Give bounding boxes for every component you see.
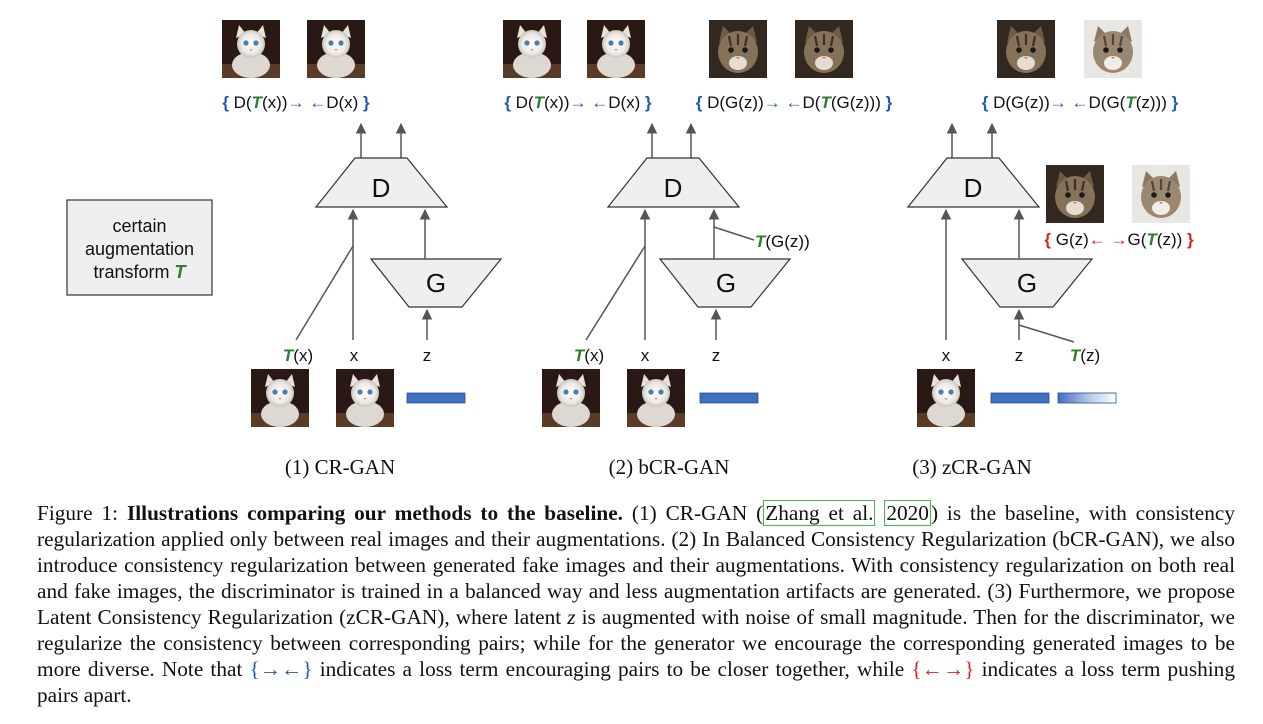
output-image-real [587, 20, 645, 78]
latent-vector-tz [1057, 392, 1117, 404]
input-label-z: z [712, 346, 721, 365]
generator-label: G [1017, 268, 1037, 298]
input-label-z: z [423, 346, 432, 365]
loss-bcr-real: { D(T(x))→ ←D(x) } [504, 93, 652, 112]
latent-symbol: z [567, 605, 576, 629]
augment-box-line1: certain [112, 216, 166, 236]
panel-zcr-gan: { D(G(z))→ ←D(G(T(z))) } D { G(z)← →G(T(… [906, 18, 1194, 479]
input-image-augmented-real [251, 369, 309, 427]
attract-symbol: {→←} [249, 657, 313, 681]
output-image-generated [995, 18, 1057, 80]
repel-symbol: {←→} [911, 657, 975, 681]
discriminator-block [606, 157, 741, 208]
loss-zcr-generator: { G(z)← →G(T(z)) } [1044, 230, 1194, 249]
side-label-tgz: T(G(z)) [755, 232, 810, 251]
citation-author-link[interactable]: Zhang et al. [763, 500, 876, 526]
input-label-tz: T(z) [1070, 346, 1100, 365]
generator-block [658, 258, 792, 308]
panel-caption-cr-gan: (1) CR-GAN [285, 455, 395, 479]
output-image-augmented-real [503, 20, 561, 78]
output-image-generated-perturbed [1082, 18, 1144, 80]
panel-caption-bcr-gan: (2) bCR-GAN [609, 455, 730, 479]
input-label-x: x [350, 346, 359, 365]
loss-bcr-fake: { D(G(z))→ ←D(T(G(z))) } [696, 93, 893, 112]
generator-label: G [426, 268, 446, 298]
latent-vector-z [699, 392, 759, 404]
input-image-real [627, 369, 685, 427]
augmentation-box: certain augmentation transform T [66, 199, 213, 296]
input-label-z: z [1015, 346, 1024, 365]
caption-text-1: (1) CR-GAN ( [631, 501, 764, 525]
discriminator-label: D [964, 173, 983, 203]
generator-block [960, 258, 1094, 308]
discriminator-block [906, 157, 1041, 208]
figure-diagram: certain augmentation transform T { D(T(x… [66, 18, 1194, 479]
input-image-real [336, 369, 394, 427]
latent-vector-z [990, 392, 1050, 404]
panel-bcr-gan: { D(T(x))→ ←D(x) } { D(G(z))→ ←D(T(G(z))… [503, 18, 893, 479]
input-label-x: x [641, 346, 650, 365]
output-image-real [307, 20, 365, 78]
generator-label: G [716, 268, 736, 298]
input-image-augmented-real [542, 369, 600, 427]
augment-box-line3: transform T [93, 262, 187, 282]
loss-cr-top: { D(T(x))→ ←D(x) } [222, 93, 370, 112]
figure-title: Illustrations comparing our methods to t… [126, 501, 623, 525]
panel-cr-gan: { D(T(x))→ ←D(x) } D G T(x) x z (1) CR-G… [222, 20, 503, 479]
caption-text-5: indicates a loss term pushing pairs apar… [37, 657, 1235, 707]
discriminator-label: D [372, 173, 391, 203]
figure-caption: Figure 1: Illustrations comparing our me… [37, 500, 1235, 708]
figure-label: Figure 1: [37, 501, 119, 525]
generator-block [369, 258, 503, 308]
discriminator-label: D [664, 173, 683, 203]
input-label-tx: T(x) [574, 346, 604, 365]
loss-zcr-discriminator: { D(G(z))→ ←D(G(T(z))) } [982, 93, 1179, 112]
output-image-generated [707, 18, 769, 80]
augment-box-line2: augmentation [85, 239, 194, 259]
caption-text-3: is augmented with noise of small magnitu… [37, 605, 1235, 681]
citation-year-link[interactable]: 2020 [884, 500, 931, 526]
output-image-augmented-real [222, 20, 280, 78]
caption-text-2: ) is the baseline, with consistency regu… [37, 501, 1236, 629]
discriminator-block [314, 157, 449, 208]
side-image-generated-perturbed [1130, 163, 1192, 225]
input-label-tx: T(x) [283, 346, 313, 365]
caption-text-4: indicates a loss term encouraging pairs … [312, 657, 912, 681]
input-label-x: x [942, 346, 951, 365]
input-image-real [917, 369, 975, 427]
output-image-augmented-generated [793, 18, 855, 80]
side-image-generated [1044, 163, 1106, 225]
panel-caption-zcr-gan: (3) zCR-GAN [912, 455, 1032, 479]
latent-vector-z [406, 392, 466, 404]
